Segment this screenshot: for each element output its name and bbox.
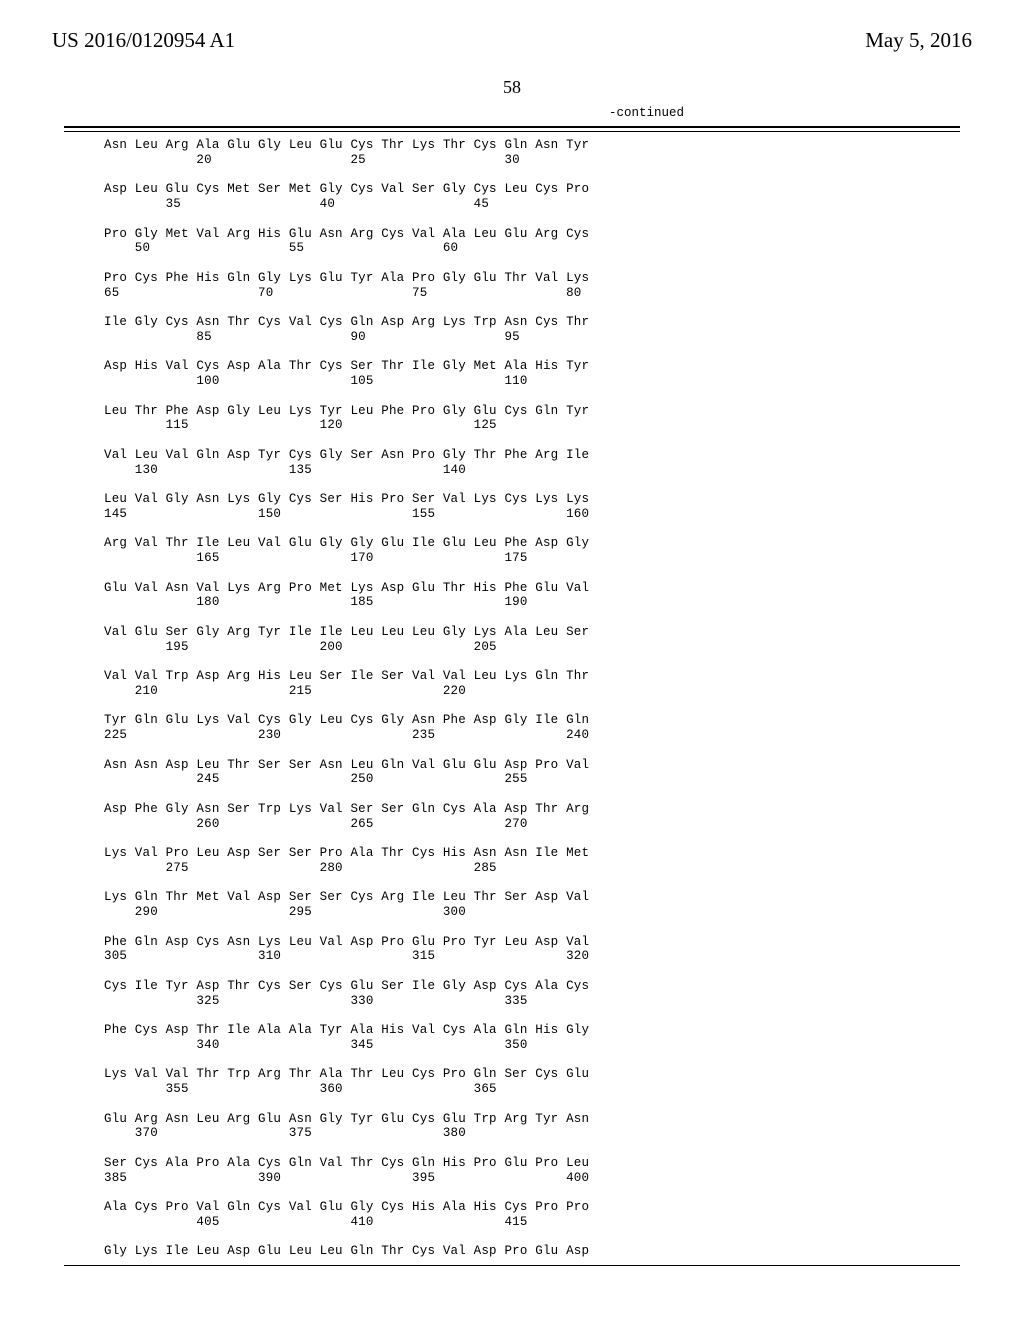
page-number: 58: [0, 77, 1024, 98]
pub-date: May 5, 2016: [865, 28, 972, 53]
continued-label: -continued: [0, 106, 1024, 120]
sequence-listing: Asn Leu Arg Ala Glu Gly Leu Glu Cys Thr …: [0, 132, 1024, 1259]
page-header: US 2016/0120954 A1 May 5, 2016: [0, 0, 1024, 53]
bottom-rule: [64, 1265, 960, 1266]
pub-number: US 2016/0120954 A1: [52, 28, 235, 53]
